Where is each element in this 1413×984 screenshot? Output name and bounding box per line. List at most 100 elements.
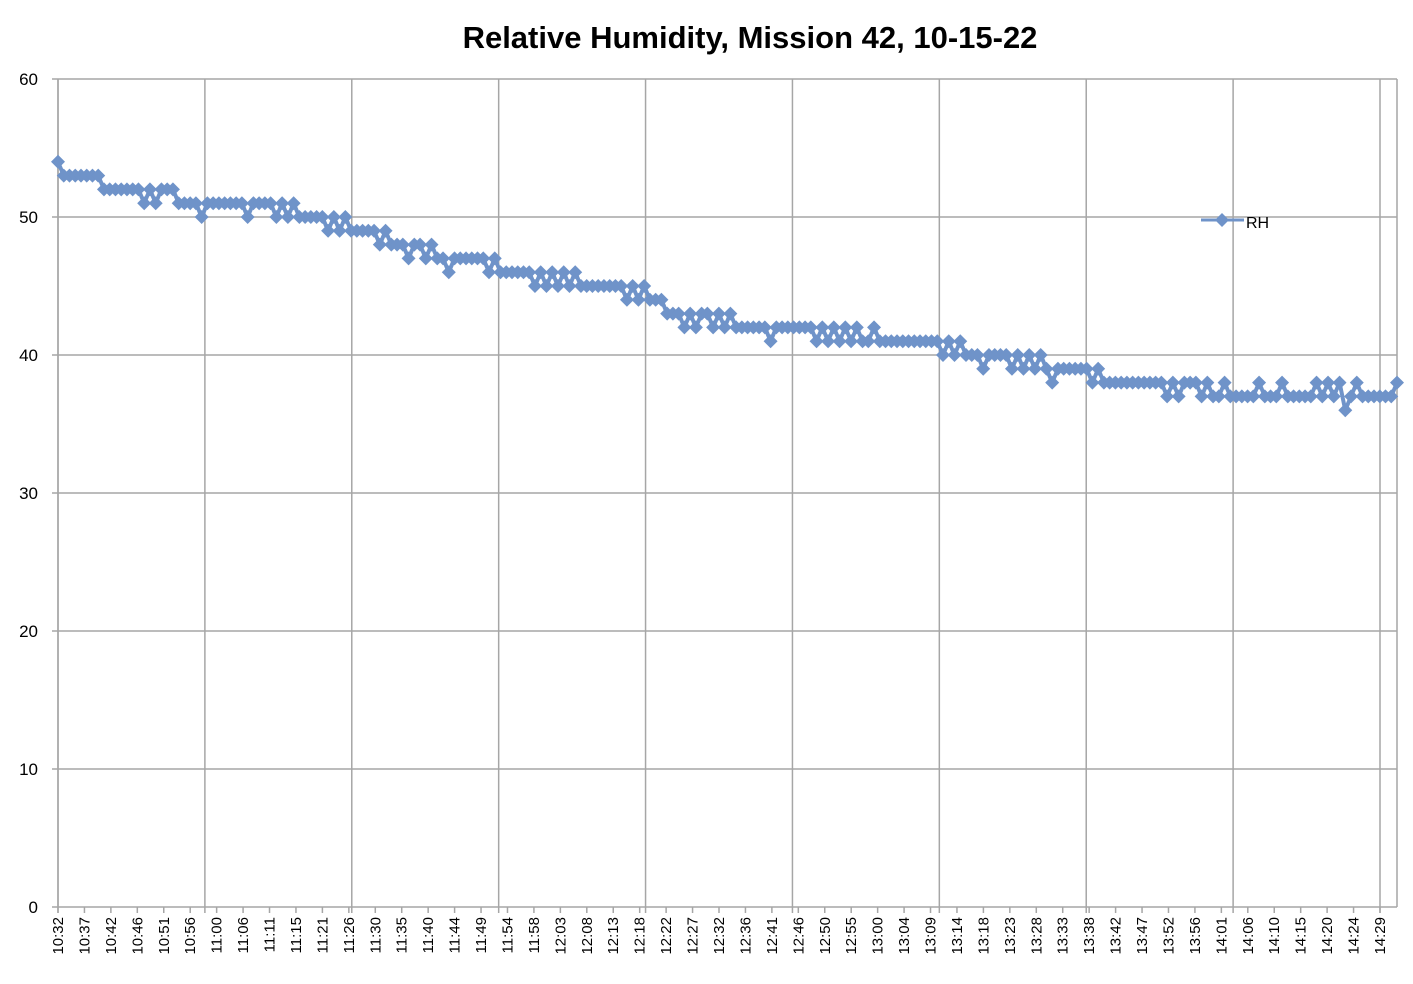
x-tick-label: 11:30 xyxy=(367,917,384,953)
legend: RH xyxy=(1201,213,1269,232)
data-point-diamond xyxy=(999,348,1014,362)
x-tick-label: 11:49 xyxy=(473,917,490,953)
data-point-diamond xyxy=(1309,375,1324,390)
data-point-diamond xyxy=(418,251,433,266)
data-point-diamond xyxy=(1246,389,1261,404)
data-point-diamond xyxy=(1085,375,1100,390)
data-point-diamond xyxy=(976,361,991,376)
data-point-diamond xyxy=(619,292,634,307)
data-point-diamond xyxy=(763,334,778,349)
legend-label-rh: RH xyxy=(1246,215,1269,232)
data-point-diamond xyxy=(757,320,772,335)
data-point-diamond xyxy=(930,334,945,349)
data-point-diamond xyxy=(1338,403,1353,418)
data-point-diamond xyxy=(947,348,962,362)
data-point-diamond xyxy=(936,348,951,362)
x-tick-label: 11:06 xyxy=(235,917,252,953)
data-point-diamond xyxy=(165,182,180,197)
data-point-diamond xyxy=(953,334,968,349)
data-point-diamond xyxy=(1004,361,1019,376)
x-tick-label: 10:46 xyxy=(129,917,146,955)
x-tick-label: 11:11 xyxy=(262,917,279,952)
data-point-diamond xyxy=(476,251,491,266)
data-point-diamond xyxy=(677,320,692,335)
data-point-diamond xyxy=(849,320,864,335)
data-point-diamond xyxy=(821,334,836,349)
data-point-diamond xyxy=(401,251,416,266)
legend-marker-diamond-icon xyxy=(1215,213,1229,227)
y-tick-label: 10 xyxy=(19,760,38,779)
x-tick-label: 11:21 xyxy=(314,917,331,953)
data-point-diamond xyxy=(378,223,393,238)
x-tick-label: 13:23 xyxy=(1002,917,1019,955)
x-tick-label: 13:33 xyxy=(1055,917,1072,955)
data-point-diamond xyxy=(1045,375,1060,390)
data-point-diamond xyxy=(700,306,715,321)
x-tick-label: 13:42 xyxy=(1108,917,1125,955)
x-tick-label: 11:44 xyxy=(447,917,464,953)
data-point-diamond xyxy=(280,210,295,224)
data-point-diamond xyxy=(1344,389,1359,404)
x-tick-label: 14:01 xyxy=(1213,917,1230,955)
data-point-diamond xyxy=(550,279,565,293)
data-point-diamond xyxy=(826,320,841,335)
data-point-diamond xyxy=(867,320,882,335)
data-point-diamond xyxy=(372,237,387,252)
data-point-diamond xyxy=(51,154,65,169)
data-point-diamond xyxy=(1303,389,1318,404)
data-point-diamond xyxy=(637,279,652,293)
data-point-diamond xyxy=(568,265,583,280)
y-tick-label: 60 xyxy=(19,70,38,89)
data-point-diamond xyxy=(1022,348,1037,362)
data-point-diamond xyxy=(263,196,278,211)
data-point-diamond xyxy=(1154,375,1169,390)
data-point-diamond xyxy=(970,348,985,362)
data-point-diamond xyxy=(838,320,853,335)
data-point-diamond xyxy=(234,196,249,211)
x-tick-label: 13:38 xyxy=(1081,917,1098,955)
y-tick-label: 30 xyxy=(19,484,38,503)
x-tick-label: 14:06 xyxy=(1240,917,1257,955)
data-point-diamond xyxy=(194,210,209,224)
x-tick-label: 12:03 xyxy=(552,917,569,955)
data-point-diamond xyxy=(413,237,428,252)
x-tick-label: 11:26 xyxy=(341,917,358,953)
data-point-diamond xyxy=(844,334,859,349)
data-point-diamond xyxy=(1079,361,1094,376)
data-point-diamond xyxy=(1039,361,1054,376)
data-point-diamond xyxy=(723,306,738,321)
x-tick-label: 14:15 xyxy=(1293,917,1310,955)
data-point-diamond xyxy=(711,306,726,321)
data-point-diamond xyxy=(441,265,456,280)
data-point-diamond xyxy=(1165,375,1180,390)
data-point-diamond xyxy=(688,320,703,335)
x-tick-label: 11:54 xyxy=(499,917,516,953)
x-tick-label: 12:46 xyxy=(790,917,807,955)
x-tick-label: 14:24 xyxy=(1346,917,1363,955)
x-tick-label: 13:28 xyxy=(1028,917,1045,955)
data-point-diamond xyxy=(188,196,203,211)
data-point-diamond xyxy=(482,265,497,280)
x-tick-label: 12:41 xyxy=(764,917,781,955)
y-axis-ticks: 0 10 20 30 40 50 60 xyxy=(19,70,38,917)
data-point-diamond xyxy=(717,320,732,335)
data-point-diamond xyxy=(1010,348,1025,362)
data-point-diamond xyxy=(1252,375,1267,390)
data-point-diamond xyxy=(1027,361,1042,376)
data-point-diamond xyxy=(367,223,382,238)
data-point-diamond xyxy=(1171,389,1186,404)
data-point-diamond xyxy=(809,334,824,349)
x-tick-label: 12:50 xyxy=(817,917,834,955)
y-tick-label: 20 xyxy=(19,622,38,641)
data-point-diamond xyxy=(1033,348,1048,362)
data-point-diamond xyxy=(671,306,686,321)
data-point-diamond xyxy=(1349,375,1364,390)
data-point-diamond xyxy=(338,210,353,224)
x-tick-label: 13:18 xyxy=(975,917,992,955)
x-tick-label: 13:14 xyxy=(949,917,966,955)
x-tick-label: 14:29 xyxy=(1372,917,1389,955)
data-point-diamond xyxy=(286,196,301,211)
x-tick-label: 12:22 xyxy=(658,917,675,955)
data-point-diamond xyxy=(1200,375,1215,390)
data-point-diamond xyxy=(436,251,451,266)
